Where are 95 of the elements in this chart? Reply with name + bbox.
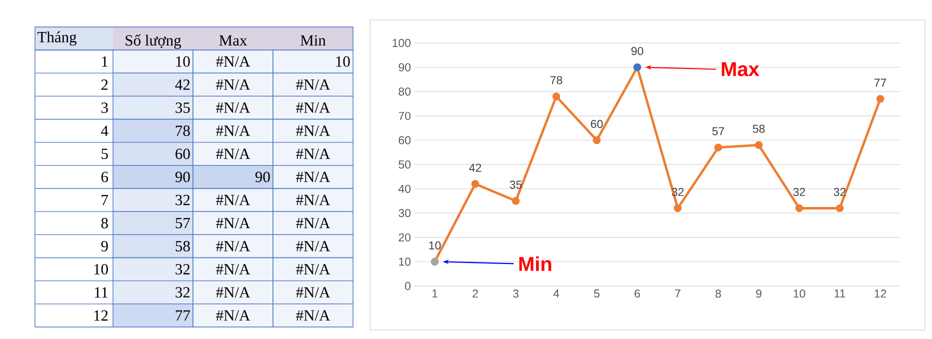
y-tick-label: 9 xyxy=(101,241,108,252)
y-tick-label: 20 xyxy=(398,233,411,242)
y-tick-label: 0 xyxy=(405,282,411,290)
data-label: 32 xyxy=(176,287,190,298)
text: #N/A xyxy=(296,310,330,321)
point xyxy=(471,180,480,188)
data-label: 90 xyxy=(631,46,644,56)
x-tick-label: Số lượng xyxy=(126,34,182,49)
data-label: 10 xyxy=(429,241,441,250)
data-label: 32 xyxy=(793,188,806,196)
text: #N/A xyxy=(216,287,250,298)
text: #N/A xyxy=(216,264,250,274)
point xyxy=(674,204,682,212)
y-tick-label: 2 xyxy=(101,79,108,90)
data-label: 32 xyxy=(176,194,190,206)
text: #N/A xyxy=(296,218,330,228)
point xyxy=(592,136,601,144)
point xyxy=(512,197,520,205)
annotation: Max xyxy=(722,62,760,76)
text: #N/A xyxy=(216,218,250,228)
y-tick-label: 90 xyxy=(398,63,411,72)
text: #N/A xyxy=(296,79,330,90)
data-label: 57 xyxy=(712,127,724,136)
point xyxy=(552,92,560,100)
text: #N/A xyxy=(296,148,330,160)
point xyxy=(754,141,763,149)
data-label: 35 xyxy=(176,102,190,113)
text: #N/A xyxy=(296,194,330,206)
y-tick-label: 100 xyxy=(392,38,411,48)
x-tick-label: 6 xyxy=(634,290,640,298)
y-tick-label: 50 xyxy=(398,160,411,169)
x-tick-label: 9 xyxy=(756,290,762,298)
data-label: 58 xyxy=(752,124,765,133)
y-tick-label: 10 xyxy=(399,258,411,266)
y-tick-label: 70 xyxy=(398,112,411,120)
y-tick-label: 1 xyxy=(102,56,108,67)
data-label: 10 xyxy=(336,56,350,67)
y-tick-label: 12 xyxy=(94,310,108,321)
text: #N/A xyxy=(216,310,250,321)
text: #N/A xyxy=(296,287,330,298)
annotation: Min xyxy=(519,256,552,271)
y-tick-label: 80 xyxy=(398,88,411,96)
y-tick-label: 10 xyxy=(94,264,108,275)
text: #N/A xyxy=(296,241,330,252)
x-tick-label: 10 xyxy=(794,290,806,298)
text: #N/A xyxy=(296,264,330,274)
y-tick-label: 60 xyxy=(398,136,411,144)
data-label: 90 xyxy=(175,172,190,182)
text: #N/A xyxy=(216,79,250,90)
text: #N/A xyxy=(216,56,250,67)
data-label: 57 xyxy=(176,218,190,228)
y-tick-label: 30 xyxy=(398,209,411,218)
y-tick-label: 8 xyxy=(101,218,108,228)
point xyxy=(876,94,884,103)
y-axis-title: Tháng xyxy=(37,31,77,46)
data-label: 32 xyxy=(176,264,190,275)
text: #N/A xyxy=(296,172,330,182)
data-label: 77 xyxy=(874,78,886,87)
data-label: 10 xyxy=(176,56,190,67)
x-tick-label: 1 xyxy=(432,290,438,298)
data-label: 78 xyxy=(176,126,190,136)
y-tick-label: 3 xyxy=(101,102,108,113)
y-tick-label: 4 xyxy=(101,126,108,136)
y-tick-label: 40 xyxy=(398,184,411,193)
x-tick-label: 5 xyxy=(594,290,600,298)
data-label: 58 xyxy=(176,240,190,252)
data-label: 60 xyxy=(176,148,190,160)
data-label: 90 xyxy=(255,172,270,182)
x-tick-label: 2 xyxy=(472,290,478,298)
text: #N/A xyxy=(216,102,250,113)
y-tick-label: 5 xyxy=(102,148,108,160)
x-tick-label: 7 xyxy=(675,290,680,298)
text: #N/A xyxy=(216,148,250,160)
data-label: 60 xyxy=(590,120,603,128)
data-label: 77 xyxy=(176,310,190,321)
x-tick-label: 12 xyxy=(874,290,886,298)
x-tick-label: 8 xyxy=(716,290,721,298)
text: #N/A xyxy=(296,126,330,136)
y-tick-label: 7 xyxy=(102,194,108,206)
x-tick-label: 3 xyxy=(513,290,518,298)
x-tick-label: Max xyxy=(219,35,248,46)
point xyxy=(714,144,722,152)
x-tick-label: 11 xyxy=(834,290,846,298)
text: #N/A xyxy=(216,126,250,136)
data-label: 42 xyxy=(175,79,190,90)
x-tick-label: 4 xyxy=(553,290,560,298)
y-tick-label: 6 xyxy=(101,172,108,182)
data-label: 78 xyxy=(550,76,562,84)
data-label: 42 xyxy=(469,164,482,172)
text: #N/A xyxy=(216,194,250,206)
x-tick-label: Min xyxy=(300,35,326,46)
point xyxy=(795,204,804,212)
text: #N/A xyxy=(216,241,250,252)
point xyxy=(836,204,844,212)
text: #N/A xyxy=(296,102,330,113)
